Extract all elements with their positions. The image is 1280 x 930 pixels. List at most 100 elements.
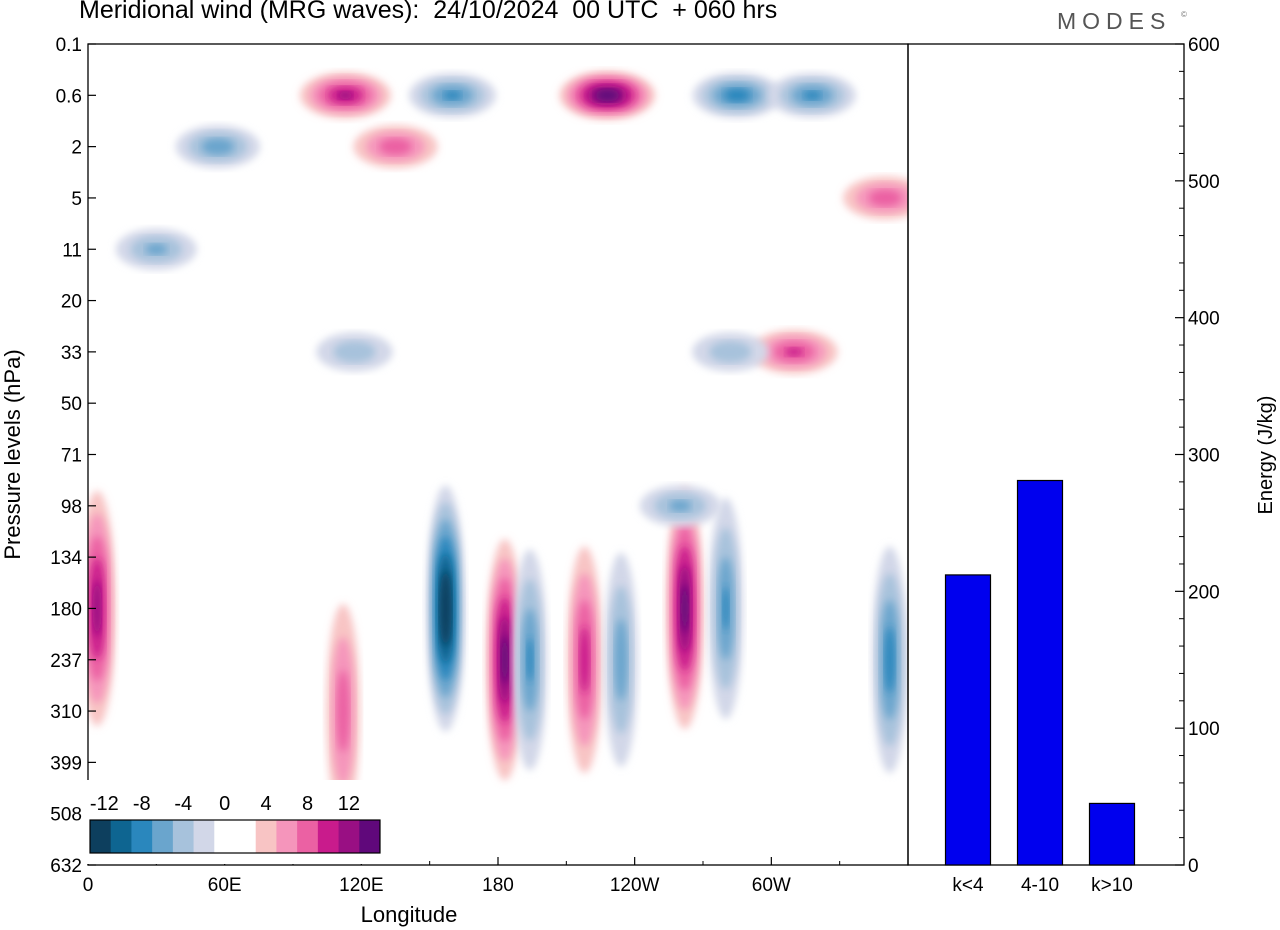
- energy-bar: [944, 574, 992, 866]
- heatmap-contour: [379, 138, 412, 155]
- colorbar-label: -8: [133, 793, 151, 815]
- heatmap-contour: [201, 138, 235, 155]
- heatmap-cell: [708, 497, 744, 719]
- heatmap-cell: [88, 490, 116, 727]
- colorbar-swatch: [110, 820, 132, 853]
- colorbar: -12 -8 -4 0 4 8 12: [84, 780, 388, 864]
- y-tick-label: 2: [71, 138, 82, 159]
- colorbar-frame: [89, 819, 381, 854]
- heatmap-contour: [443, 90, 462, 100]
- heatmap-contour: [579, 626, 590, 694]
- y-tick-label: 180: [50, 599, 82, 620]
- heatmap-cell: [692, 332, 769, 372]
- heatmap-contour: [92, 580, 102, 637]
- heatmap-cell: [566, 546, 603, 774]
- colorbar-swatch: [152, 820, 174, 853]
- y-tick-label: 134: [50, 548, 82, 569]
- energy-bar-chart: 0 100 200 300 400 500 600 k<4 4-10 k>10 Energy (J/…: [907, 35, 1277, 896]
- heatmap-cell: [871, 546, 908, 774]
- heatmap-contour: [614, 618, 628, 701]
- colorbar-label: 12: [338, 793, 360, 815]
- y-tick-label: 632: [50, 856, 82, 877]
- colorbar-swatch: [131, 820, 153, 853]
- heatmap-contour: [145, 243, 168, 255]
- colorbar-label: 8: [302, 793, 313, 815]
- heatmap-cell: [326, 604, 360, 819]
- colorbar-label: -4: [174, 793, 192, 815]
- y-tick-label: 33: [61, 343, 82, 364]
- colorbar-swatch: [235, 820, 257, 853]
- y-tick-label: 11: [62, 240, 82, 261]
- heatmap-cell: [604, 552, 638, 767]
- y-axis-label: Pressure levels (hPa): [0, 349, 25, 559]
- energy-category-label: k>10: [1091, 875, 1133, 896]
- energy-category-label: k<4: [952, 875, 984, 896]
- heatmap-contour: [439, 570, 452, 647]
- energy-axis-label: Energy (J/kg): [1255, 396, 1277, 515]
- colorbar-swatch: [90, 820, 112, 853]
- colorbar-swatch: [193, 820, 215, 853]
- y-tick-label: 50: [61, 394, 82, 415]
- x-tick-label: 120E: [339, 875, 383, 896]
- heatmap-contour: [333, 341, 376, 363]
- y-tick-label: 0.6: [56, 86, 82, 107]
- heatmap-contour: [803, 90, 822, 100]
- energy-bar: [1088, 802, 1136, 866]
- heatmap-cell: [665, 487, 704, 730]
- y-tick-label: 71: [61, 446, 82, 467]
- heatmap-cell: [768, 73, 856, 118]
- heatmap-contour: [884, 626, 896, 694]
- colorbar-label: 4: [261, 793, 272, 815]
- colorbar-swatch: [297, 820, 319, 853]
- heatmap-contour: [501, 635, 509, 684]
- heatmap-cell: [116, 228, 197, 270]
- y-tick-label: 20: [61, 292, 82, 313]
- y-tick-label: 5: [71, 189, 82, 210]
- heatmap-cell: [316, 332, 393, 372]
- energy-bar: [1016, 479, 1064, 866]
- heatmap-contour: [680, 584, 689, 633]
- heatmap-cell: [639, 485, 721, 527]
- heatmap-cell: [843, 176, 908, 220]
- y-tick-label: 508: [50, 805, 82, 826]
- y-tick-label: 237: [50, 651, 82, 672]
- heatmap-cell: [175, 125, 260, 169]
- heatmap-cell: [750, 329, 838, 374]
- energy-tick-label: 500: [1188, 172, 1220, 193]
- colorbar-label: 0: [219, 793, 230, 815]
- heatmap-contour: [669, 500, 692, 512]
- y-tick-label: 0.1: [56, 35, 82, 56]
- x-tick-label: 0: [83, 875, 94, 896]
- y-tick-label: 399: [50, 753, 82, 774]
- heatmap-contour: [722, 586, 730, 631]
- heatmap-contour: [594, 88, 620, 102]
- energy-tick-label: 300: [1188, 446, 1220, 467]
- colorbar-swatch: [255, 820, 277, 853]
- heatmap-cell: [692, 72, 782, 118]
- energy-category-label: 4-10: [1021, 875, 1059, 896]
- chart-title: Meridional wind (MRG waves): 24/10/2024 …: [79, 0, 778, 24]
- x-tick-label: 60W: [752, 875, 791, 896]
- colorbar-swatch: [276, 820, 298, 853]
- x-tick-label: 60E: [208, 875, 242, 896]
- colorbar-swatch: [317, 820, 339, 853]
- y-tick-label: 98: [61, 497, 82, 518]
- y-tick-label: 310: [50, 702, 82, 723]
- x-tick-label: 180: [482, 875, 514, 896]
- heatmap-field: [88, 70, 908, 819]
- colorbar-swatch: [338, 820, 360, 853]
- heatmap-contour: [869, 189, 902, 207]
- energy-tick-label: 600: [1188, 35, 1220, 56]
- heatmap-contour: [338, 91, 353, 100]
- heatmap-cell: [409, 73, 496, 118]
- x-axis-label: Longitude: [361, 902, 458, 927]
- heatmap-axes: 0.1 0.6 2 5 11 20 33 50 71 98 134 180 237 310 399 508 63…: [0, 35, 909, 927]
- x-tick-label: 120W: [610, 875, 660, 896]
- energy-tick-label: 100: [1188, 719, 1220, 740]
- brand-registered-mark: ©: [1181, 10, 1187, 19]
- heatmap-cell: [353, 125, 438, 169]
- heatmap-contour: [336, 669, 350, 753]
- energy-tick-label: 0: [1188, 856, 1199, 877]
- colorbar-label: -12: [90, 793, 119, 815]
